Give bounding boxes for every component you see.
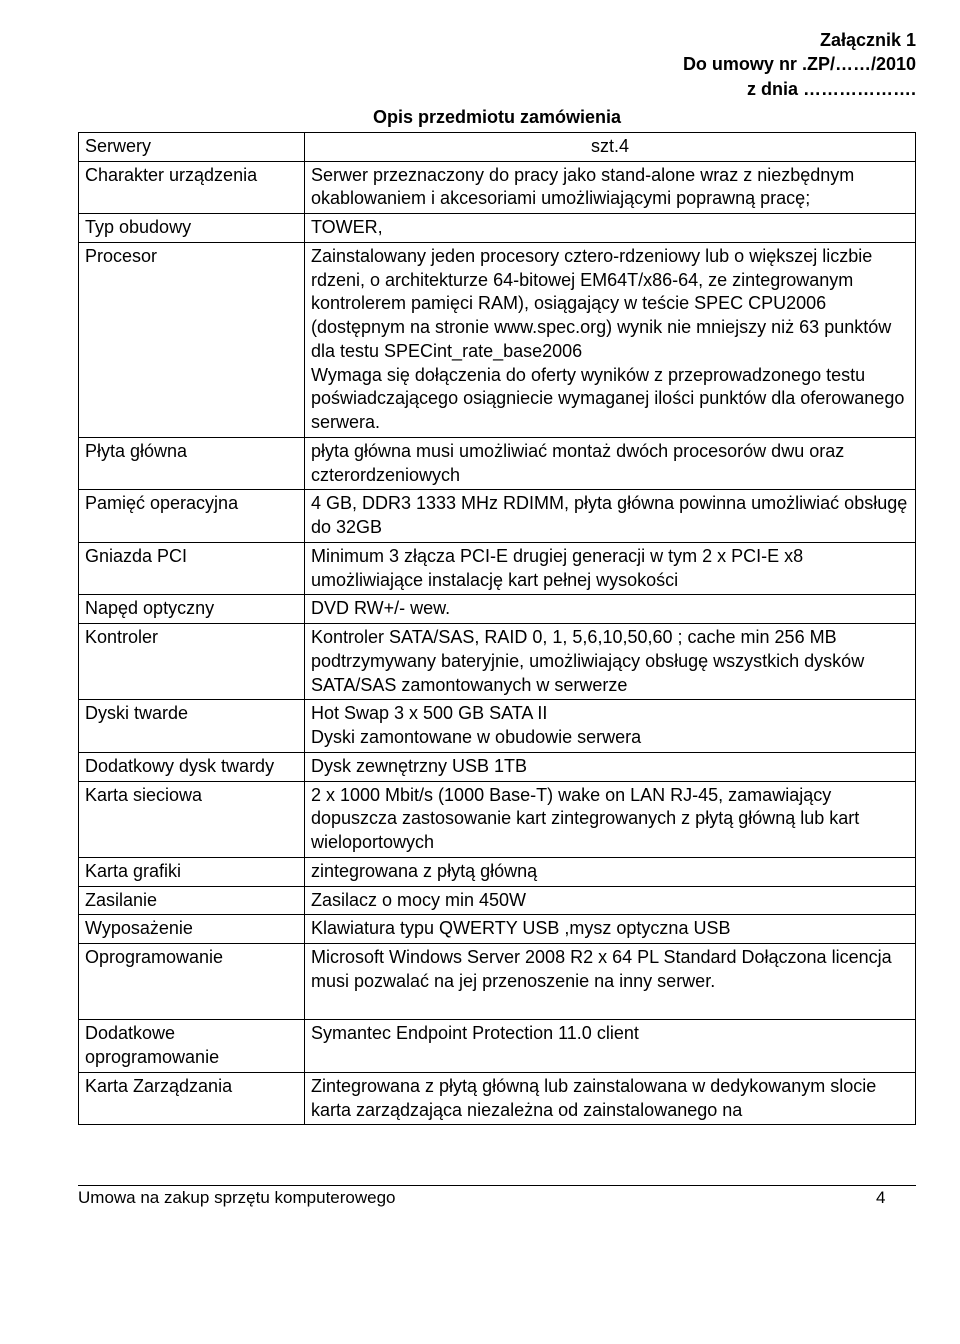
table-row: ZasilanieZasilacz o mocy min 450W [79, 886, 916, 915]
spec-value: 4 GB, DDR3 1333 MHz RDIMM, płyta główna … [304, 490, 915, 543]
table-row: Charakter urządzeniaSerwer przeznaczony … [79, 161, 916, 214]
table-row: Napęd optycznyDVD RW+/- wew. [79, 595, 916, 624]
spec-value: Minimum 3 złącza PCI-E drugiej generacji… [304, 542, 915, 595]
spec-label: Napęd optyczny [79, 595, 305, 624]
table-row: Dodatkowe oprogramowanieSymantec Endpoin… [79, 1020, 916, 1073]
specification-table: Serweryszt.4Charakter urządzeniaSerwer p… [78, 132, 916, 1126]
spec-value: szt.4 [304, 132, 915, 161]
spec-label: Procesor [79, 242, 305, 437]
table-row: Dyski twardeHot Swap 3 x 500 GB SATA IID… [79, 700, 916, 753]
spec-label: Pamięć operacyjna [79, 490, 305, 543]
table-row: Serweryszt.4 [79, 132, 916, 161]
spec-value: DVD RW+/- wew. [304, 595, 915, 624]
spec-label: Kontroler [79, 624, 305, 700]
table-row: ProcesorZainstalowany jeden procesory cz… [79, 242, 916, 437]
attachment-header: Załącznik 1 Do umowy nr .ZP/……/2010 z dn… [78, 28, 916, 101]
spec-label: Dodatkowe oprogramowanie [79, 1020, 305, 1073]
spec-value: Dysk zewnętrzny USB 1TB [304, 752, 915, 781]
table-row: Płyta główna płyta główna musi umożliwia… [79, 437, 916, 490]
table-row: WyposażenieKlawiatura typu QWERTY USB ,m… [79, 915, 916, 944]
spec-label: Dodatkowy dysk twardy [79, 752, 305, 781]
spec-value: Zasilacz o mocy min 450W [304, 886, 915, 915]
spec-label: Oprogramowanie [79, 944, 305, 1020]
spec-label: Karta Zarządzania [79, 1072, 305, 1125]
spec-label: Dyski twarde [79, 700, 305, 753]
spec-value: Zainstalowany jeden procesory cztero-rdz… [304, 242, 915, 437]
footer-page-number: 4 [876, 1188, 916, 1208]
spec-label: Typ obudowy [79, 214, 305, 243]
header-line-1: Załącznik 1 [78, 28, 916, 52]
spec-value: Klawiatura typu QWERTY USB ,mysz optyczn… [304, 915, 915, 944]
spec-value: Zintegrowana z płytą główną lub zainstal… [304, 1072, 915, 1125]
table-row: Pamięć operacyjna4 GB, DDR3 1333 MHz RDI… [79, 490, 916, 543]
footer-text: Umowa na zakup sprzętu komputerowego [78, 1188, 876, 1208]
table-row: Karta ZarządzaniaZintegrowana z płytą gł… [79, 1072, 916, 1125]
spec-label: Wyposażenie [79, 915, 305, 944]
spec-label: Karta grafiki [79, 857, 305, 886]
spec-label: Serwery [79, 132, 305, 161]
spec-value: płyta główna musi umożliwiać montaż dwóc… [304, 437, 915, 490]
spec-value: Hot Swap 3 x 500 GB SATA IIDyski zamonto… [304, 700, 915, 753]
table-row: Gniazda PCIMinimum 3 złącza PCI-E drugie… [79, 542, 916, 595]
table-row: Karta sieciowa2 x 1000 Mbit/s (1000 Base… [79, 781, 916, 857]
spec-label: Gniazda PCI [79, 542, 305, 595]
spec-value: Kontroler SATA/SAS, RAID 0, 1, 5,6,10,50… [304, 624, 915, 700]
table-row: KontrolerKontroler SATA/SAS, RAID 0, 1, … [79, 624, 916, 700]
header-line-3: z dnia ………………. [78, 77, 916, 101]
document-title: Opis przedmiotu zamówienia [78, 107, 916, 128]
table-row: OprogramowanieMicrosoft Windows Server 2… [79, 944, 916, 1020]
table-row: Dodatkowy dysk twardyDysk zewnętrzny USB… [79, 752, 916, 781]
spec-value: TOWER, [304, 214, 915, 243]
spec-value: 2 x 1000 Mbit/s (1000 Base-T) wake on LA… [304, 781, 915, 857]
header-line-2: Do umowy nr .ZP/……/2010 [78, 52, 916, 76]
spec-value: Symantec Endpoint Protection 11.0 client [304, 1020, 915, 1073]
spec-label: Charakter urządzenia [79, 161, 305, 214]
spec-label: Płyta główna [79, 437, 305, 490]
table-row: Typ obudowyTOWER, [79, 214, 916, 243]
spec-value: Serwer przeznaczony do pracy jako stand-… [304, 161, 915, 214]
table-row: Karta grafikizintegrowana z płytą główną [79, 857, 916, 886]
footer-rule [78, 1185, 916, 1186]
spec-label: Karta sieciowa [79, 781, 305, 857]
spec-label: Zasilanie [79, 886, 305, 915]
page-footer: Umowa na zakup sprzętu komputerowego 4 [78, 1185, 916, 1208]
spec-value: zintegrowana z płytą główną [304, 857, 915, 886]
spec-value: Microsoft Windows Server 2008 R2 x 64 PL… [304, 944, 915, 1020]
